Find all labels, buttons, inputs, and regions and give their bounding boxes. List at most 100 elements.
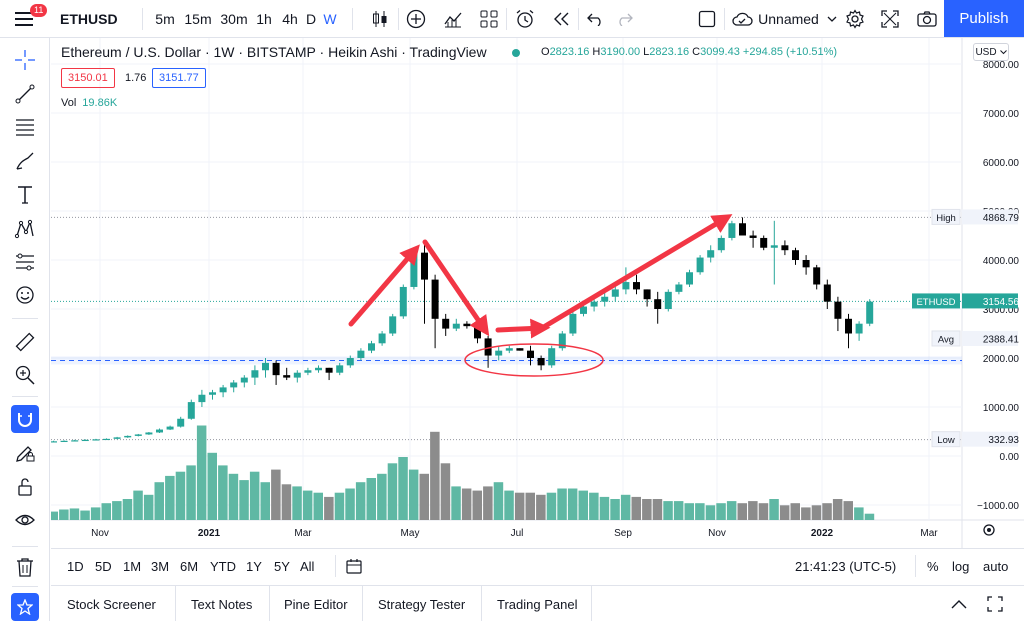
timezone-clock[interactable]: 21:41:23 (UTC-5): [795, 558, 897, 574]
candle-body[interactable]: [527, 350, 534, 358]
candle-body[interactable]: [569, 313, 577, 334]
range-5d-button[interactable]: 5D: [95, 558, 112, 574]
interval-15m-button[interactable]: 15m: [184, 11, 212, 27]
candle-body[interactable]: [728, 223, 736, 238]
candle-body[interactable]: [792, 250, 799, 260]
range-1d-button[interactable]: 1D: [67, 558, 84, 574]
candle-body[interactable]: [463, 323, 471, 327]
candle-body[interactable]: [696, 257, 704, 273]
candle-body[interactable]: [251, 370, 259, 378]
undo-button[interactable]: [582, 0, 610, 38]
candle-body[interactable]: [580, 306, 587, 314]
fullscreen-button[interactable]: [876, 0, 904, 38]
candle-body[interactable]: [781, 245, 789, 251]
annotation-ellipse[interactable]: [464, 343, 604, 377]
tab-text-notes[interactable]: Text Notes: [191, 596, 253, 612]
candle-body[interactable]: [495, 350, 503, 356]
candle-body[interactable]: [749, 235, 757, 238]
candle-body[interactable]: [187, 402, 195, 419]
alert-button[interactable]: [510, 0, 540, 38]
candle-body[interactable]: [198, 394, 206, 403]
candle-body[interactable]: [124, 435, 132, 438]
candle-body[interactable]: [410, 252, 418, 287]
candle-body[interactable]: [802, 260, 810, 268]
candle-body[interactable]: [601, 296, 609, 302]
text-tool[interactable]: [0, 178, 50, 212]
tab-strategy-tester[interactable]: Strategy Tester: [378, 596, 466, 612]
candle-body[interactable]: [103, 438, 110, 441]
candle-body[interactable]: [166, 426, 174, 430]
snapshot-button[interactable]: [912, 0, 942, 38]
candle-body[interactable]: [240, 377, 248, 383]
candle-body[interactable]: [92, 439, 100, 441]
publish-button[interactable]: Publish: [944, 0, 1024, 37]
candle-body[interactable]: [770, 245, 778, 248]
pattern-tool[interactable]: [0, 212, 50, 246]
time-axis-settings-icon[interactable]: [983, 524, 995, 536]
tab-stock-screener[interactable]: Stock Screener: [67, 596, 156, 612]
candle-body[interactable]: [113, 437, 121, 439]
fib-tool[interactable]: [0, 110, 50, 144]
candle-body[interactable]: [686, 272, 693, 285]
settings-button[interactable]: [842, 0, 868, 38]
measure-tool[interactable]: [0, 325, 50, 359]
candle-body[interactable]: [537, 358, 545, 366]
candle-body[interactable]: [177, 418, 185, 427]
annotation-arrow[interactable]: [348, 244, 420, 327]
redo-button[interactable]: [610, 0, 638, 38]
candle-body[interactable]: [484, 338, 492, 356]
candle-body[interactable]: [346, 358, 354, 366]
candle-body[interactable]: [431, 279, 439, 319]
auto-scale-toggle[interactable]: auto: [983, 558, 1009, 574]
prediction-tool[interactable]: [0, 245, 50, 279]
zoom-tool[interactable]: [0, 358, 50, 392]
chart-pane[interactable]: 8000.007000.006000.005000.004000.003000.…: [51, 38, 1024, 548]
candle-body[interactable]: [834, 301, 842, 319]
candle-body[interactable]: [855, 323, 863, 334]
interval-4h-button[interactable]: 4h: [282, 11, 298, 27]
indicators-button[interactable]: [438, 0, 468, 38]
buy-price-button[interactable]: 3151.77: [152, 68, 206, 88]
candle-body[interactable]: [368, 343, 375, 351]
candle-body[interactable]: [304, 370, 312, 373]
candle-body[interactable]: [633, 282, 640, 290]
candle-body[interactable]: [611, 289, 619, 297]
percent-scale-toggle[interactable]: %: [927, 558, 939, 574]
candle-body[interactable]: [845, 318, 852, 334]
main-menu-button[interactable]: 11: [4, 0, 48, 38]
layout-button[interactable]: [693, 0, 721, 38]
candle-body[interactable]: [866, 301, 874, 324]
annotation-arrow[interactable]: [495, 318, 551, 339]
range-1y-button[interactable]: 1Y: [246, 558, 262, 574]
remove-drawings-tool[interactable]: [0, 550, 50, 584]
go-to-date-button[interactable]: [345, 549, 363, 583]
candle-body[interactable]: [654, 299, 662, 309]
candle-body[interactable]: [823, 284, 831, 302]
candle-body[interactable]: [219, 387, 227, 393]
watchlist-button[interactable]: [0, 590, 50, 621]
candle-body[interactable]: [505, 348, 513, 351]
range-1m-button[interactable]: 1M: [123, 558, 142, 574]
candle-body[interactable]: [378, 333, 386, 344]
candle-body[interactable]: [230, 382, 238, 388]
annotation-arrow[interactable]: [539, 214, 733, 331]
range-all-button[interactable]: All: [300, 558, 315, 574]
candle-body[interactable]: [707, 250, 715, 258]
candle-body[interactable]: [675, 284, 683, 292]
currency-selector[interactable]: USD: [973, 43, 1009, 61]
candle-body[interactable]: [209, 392, 216, 395]
lock-drawings-tool[interactable]: [0, 470, 50, 504]
range-3m-button[interactable]: 3M: [151, 558, 170, 574]
range-5y-button[interactable]: 5Y: [274, 558, 290, 574]
candle-body[interactable]: [590, 301, 598, 307]
candle-body[interactable]: [262, 362, 269, 371]
candle-body[interactable]: [452, 323, 460, 329]
candle-body[interactable]: [548, 348, 556, 366]
save-layout-button[interactable]: Unnamed: [730, 0, 838, 38]
candle-body[interactable]: [643, 289, 651, 300]
candle-body[interactable]: [71, 440, 79, 442]
sell-price-button[interactable]: 3150.01: [61, 68, 115, 88]
candle-body[interactable]: [421, 252, 428, 280]
collapse-panel-button[interactable]: [951, 586, 967, 621]
candle-body[interactable]: [760, 237, 768, 248]
